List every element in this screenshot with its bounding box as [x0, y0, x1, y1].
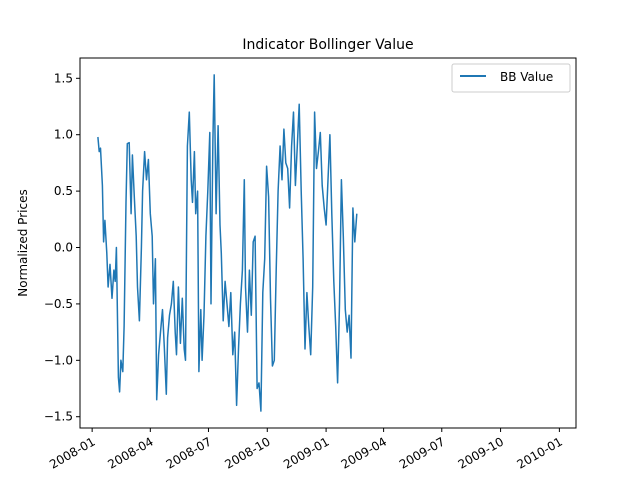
y-tick-label: 1.5 — [54, 71, 73, 85]
y-tick-label: 1.0 — [54, 128, 73, 142]
x-tick-label: 2008-04 — [105, 434, 155, 471]
legend-label: BB Value — [500, 70, 553, 84]
x-tick-label: 2008-10 — [222, 434, 272, 471]
y-tick-label: 0.0 — [54, 241, 73, 255]
legend-box — [451, 63, 571, 93]
legend: BB Value — [451, 63, 571, 93]
series-line-0 — [97, 74, 358, 412]
chart-title: Indicator Bollinger Value — [242, 37, 413, 53]
x-axis: 2008-01 2008-04 2008-07 2008-10 2009-01 2009-… — [47, 428, 565, 472]
y-axis: −1.5 −1.0 −0.5 0.0 0.5 1.0 1.5 — [44, 71, 80, 424]
x-tick-label: 2009-04 — [339, 434, 389, 471]
x-tick-label: 2009-01 — [281, 434, 331, 471]
y-axis-label: Normalized Prices — [16, 189, 30, 296]
plot-frame — [79, 57, 577, 429]
x-tick-label: 2009-07 — [397, 434, 447, 471]
x-tick-label: 2008-07 — [164, 434, 214, 471]
series-layer — [97, 74, 358, 412]
x-tick-label: 2009-10 — [456, 434, 506, 471]
y-tick-label: −1.5 — [44, 410, 73, 424]
x-tick-label: 2010-01 — [514, 434, 564, 471]
y-tick-label: −0.5 — [44, 297, 73, 311]
y-tick-label: 0.5 — [54, 184, 73, 198]
y-tick-label: −1.0 — [44, 353, 73, 367]
x-tick-label: 2008-01 — [47, 434, 97, 471]
